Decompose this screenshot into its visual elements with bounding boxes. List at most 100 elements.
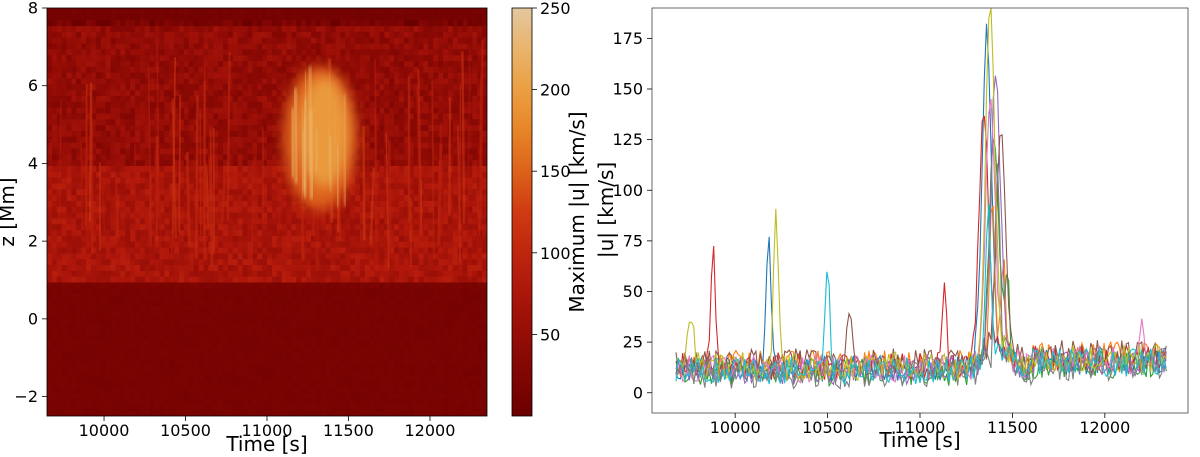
heatmap-cell bbox=[164, 8, 170, 15]
heatmap-cell bbox=[227, 217, 234, 225]
heatmap-cell bbox=[159, 398, 165, 405]
heatmap-cell bbox=[198, 404, 205, 411]
heatmap-cell bbox=[242, 19, 249, 27]
heatmap-cell bbox=[242, 165, 249, 172]
heatmap-cell bbox=[389, 206, 395, 213]
heatmap-cell bbox=[267, 31, 273, 38]
heatmap-cell bbox=[193, 60, 200, 67]
heatmap-cell bbox=[286, 357, 293, 365]
heatmap-cell bbox=[227, 334, 234, 341]
heatmap-cell bbox=[105, 89, 112, 97]
heatmap-cell bbox=[374, 287, 381, 295]
heatmap-cell bbox=[242, 235, 249, 242]
heatmap-cell bbox=[267, 171, 273, 178]
heatmap-cell bbox=[296, 54, 302, 62]
heatmap-cell bbox=[71, 223, 77, 231]
heatmap-cell bbox=[81, 194, 87, 201]
heatmap-cell bbox=[350, 398, 356, 405]
heatmap-cell bbox=[364, 334, 371, 341]
heatmap-cell bbox=[100, 42, 107, 50]
heatmap-cell bbox=[208, 322, 214, 330]
heatmap-cell bbox=[164, 177, 170, 184]
heatmap-cell bbox=[100, 182, 107, 190]
heatmap-cell bbox=[379, 357, 385, 365]
heatmap-cell bbox=[179, 252, 185, 260]
heatmap-cell bbox=[203, 66, 209, 73]
heatmap-cell bbox=[267, 142, 273, 149]
heatmap-cell bbox=[281, 182, 288, 190]
heatmap-cell bbox=[110, 188, 117, 196]
heatmap-cell bbox=[237, 77, 244, 85]
heatmap-cell bbox=[61, 101, 68, 108]
heatmap-cell bbox=[237, 25, 244, 32]
heatmap-cell bbox=[115, 404, 121, 411]
heatmap-cell bbox=[47, 31, 53, 38]
heatmap-cell bbox=[47, 72, 53, 79]
heatmap-cell bbox=[237, 410, 244, 416]
heatmap-cell bbox=[359, 188, 366, 196]
heatmap-cell bbox=[76, 200, 82, 207]
heatmap-cell bbox=[105, 404, 112, 411]
heatmap-cell bbox=[247, 369, 253, 376]
heatmap-cell bbox=[208, 363, 214, 370]
heatmap-cell bbox=[247, 381, 253, 388]
heatmap-cell bbox=[291, 217, 297, 225]
heatmap-cell bbox=[350, 375, 356, 382]
heatmap-cell bbox=[262, 77, 268, 85]
heatmap-cell bbox=[379, 322, 385, 330]
heatmap-cell bbox=[159, 246, 165, 254]
heatmap-cell bbox=[213, 182, 219, 190]
heatmap-cell bbox=[174, 316, 180, 324]
heatmap-cell bbox=[237, 171, 244, 178]
heatmap-cell bbox=[174, 340, 180, 347]
heatmap-cell bbox=[203, 60, 209, 67]
heatmap-cell bbox=[125, 212, 131, 219]
heatmap-cell bbox=[223, 212, 229, 219]
heatmap-cell bbox=[81, 54, 87, 62]
heatmap-cell bbox=[164, 241, 170, 248]
heatmap-cell bbox=[198, 124, 205, 131]
heatmap-cell bbox=[105, 351, 112, 359]
heatmap-cell bbox=[47, 340, 53, 347]
heatmap-cell bbox=[144, 410, 151, 416]
heatmap-cell bbox=[159, 410, 165, 416]
heatmap-cell bbox=[164, 19, 170, 27]
heatmap-cell bbox=[76, 48, 82, 56]
heatmap-cell bbox=[115, 316, 121, 324]
heatmap-cell bbox=[100, 270, 107, 277]
heatmap-cell bbox=[267, 54, 273, 62]
heatmap-cell bbox=[81, 107, 87, 114]
heatmap-cell bbox=[149, 54, 156, 62]
heatmap-cell bbox=[276, 89, 283, 97]
heatmap-cell bbox=[208, 392, 214, 400]
heatmap-cell bbox=[389, 13, 395, 21]
heatmap-cell bbox=[193, 281, 200, 289]
heatmap-cell bbox=[61, 246, 68, 254]
heatmap-cell bbox=[91, 258, 97, 266]
heatmap-cell bbox=[271, 264, 278, 271]
heatmap-cell bbox=[159, 42, 165, 50]
heatmap-cell bbox=[271, 95, 278, 102]
heatmap-cell bbox=[95, 363, 102, 370]
heatmap-cell bbox=[350, 60, 356, 67]
heatmap-cell bbox=[223, 246, 229, 254]
heatmap-cell bbox=[247, 19, 253, 27]
heatmap-cell bbox=[223, 60, 229, 67]
heatmap-cell bbox=[183, 101, 190, 108]
heatmap-cell bbox=[144, 322, 151, 330]
heatmap-cell bbox=[139, 299, 146, 306]
heatmap-cell bbox=[139, 66, 146, 73]
heatmap-cell bbox=[120, 212, 126, 219]
heatmap-cell bbox=[223, 293, 229, 301]
heatmap-cell bbox=[130, 322, 136, 330]
heatmap-cell bbox=[86, 328, 92, 335]
heatmap-cell bbox=[350, 206, 356, 213]
heatmap-cell bbox=[242, 188, 249, 196]
heatmap-cell bbox=[330, 37, 337, 44]
heatmap-cell bbox=[130, 363, 136, 370]
heatmap-cell bbox=[301, 217, 307, 225]
heatmap-cell bbox=[144, 54, 151, 62]
heatmap-cell bbox=[130, 212, 136, 219]
heatmap-cell bbox=[286, 246, 293, 254]
heatmap-cell bbox=[218, 31, 224, 38]
